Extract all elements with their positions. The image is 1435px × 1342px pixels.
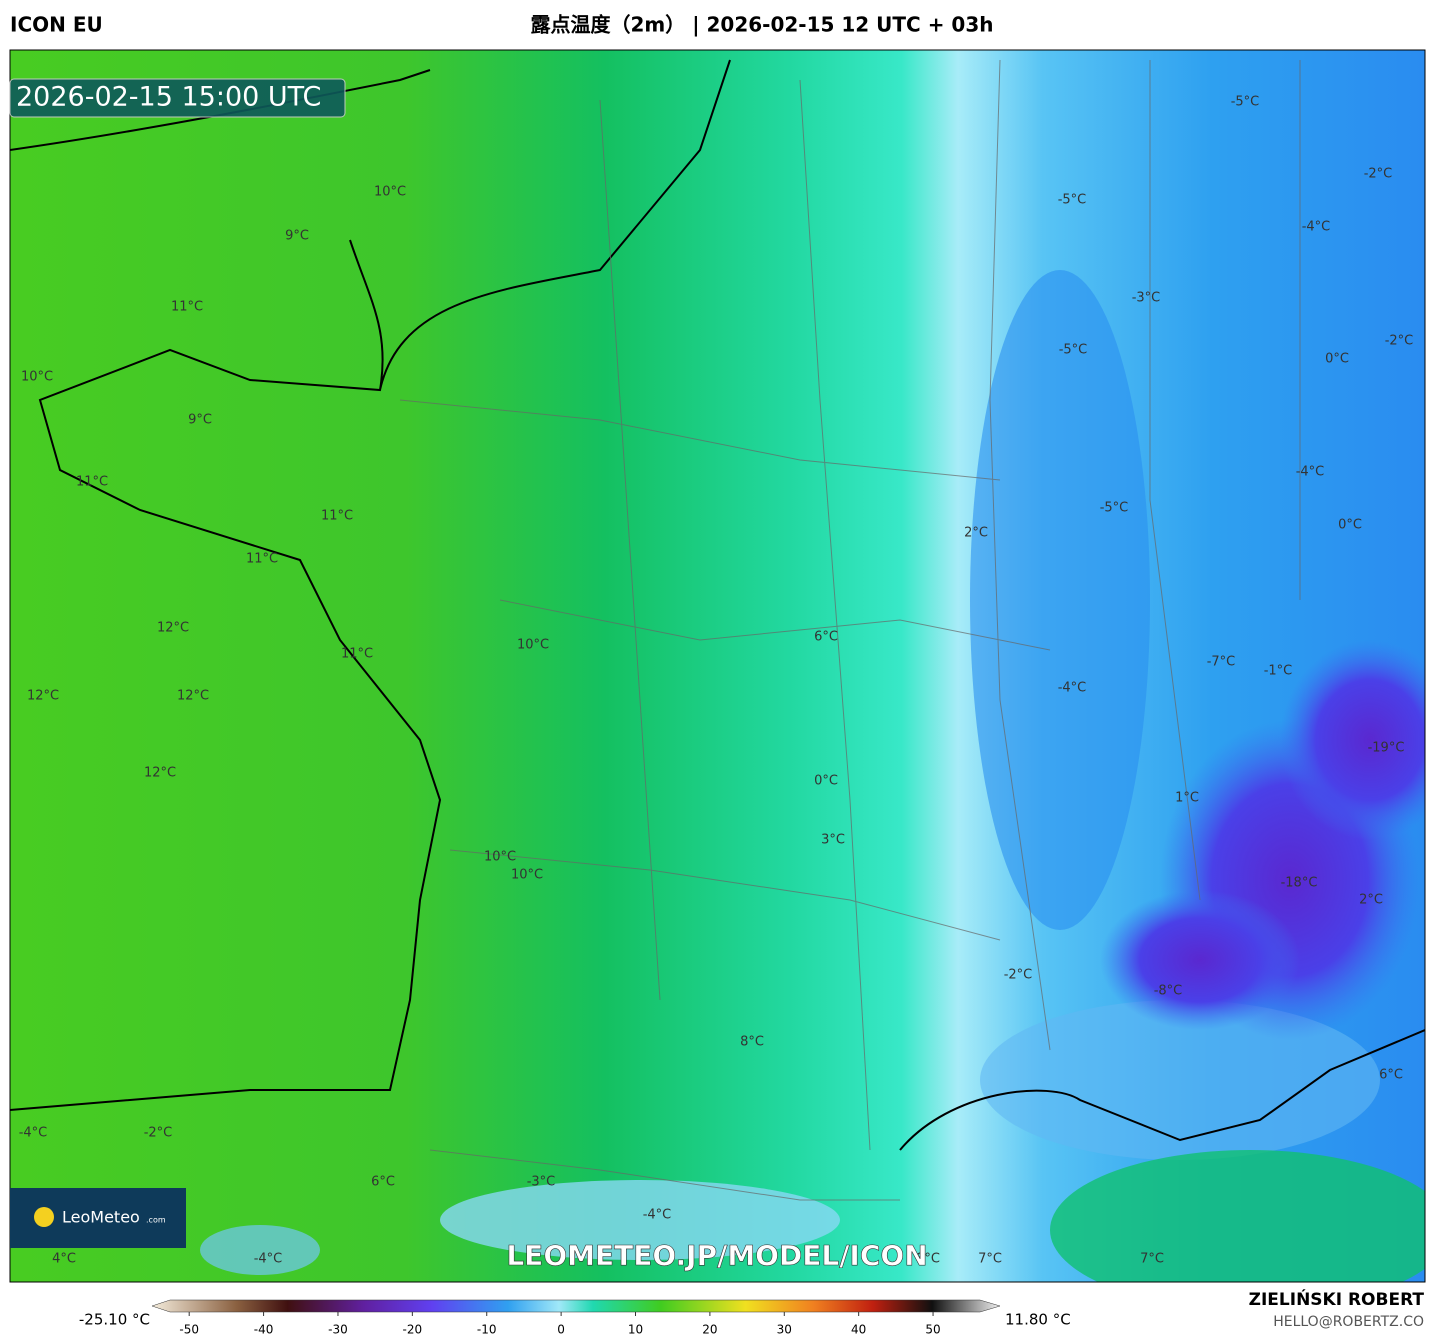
contour-label: -2°C [1364, 167, 1393, 182]
colorbar-tick-label: -40 [254, 1323, 274, 1337]
contour-label: 6°C [1379, 1068, 1403, 1083]
contour-label: -2°C [1004, 968, 1033, 983]
colorbar-tick-label: 40 [851, 1323, 866, 1337]
contour-label: 11°C [171, 300, 203, 315]
colorbar-tick-label: 30 [777, 1323, 792, 1337]
contour-label: -3°C [1132, 291, 1161, 306]
colorbar [151, 1299, 1001, 1313]
contour-label: 8°C [740, 1035, 764, 1050]
contour-label: 10°C [517, 638, 549, 653]
colorbar-min: -25.10 °C [79, 1311, 150, 1329]
contact: HELLO@ROBERTZ.CO [1273, 1314, 1424, 1330]
contour-label: 12°C [157, 621, 189, 636]
map: 10°C 9°C 11°C 10°C 9°C 11°C 11°C 11°C 12°C 10°C 11… [10, 50, 1425, 1282]
contour-label: -4°C [1302, 220, 1331, 235]
cold-area [970, 270, 1150, 930]
contour-label: -5°C [1059, 343, 1088, 358]
contour-label: -7°C [1207, 655, 1236, 670]
colorbar-tick-label: -30 [328, 1323, 348, 1337]
colorbar-tick-label: -50 [179, 1323, 199, 1337]
contour-label: -8°C [1154, 984, 1183, 999]
colorbar-max: 11.80 °C [1005, 1311, 1071, 1329]
cold-area [980, 1000, 1380, 1160]
colorbar-tick-label: 10 [628, 1323, 643, 1337]
contour-label: 6°C [371, 1175, 395, 1190]
contour-label: 10°C [21, 370, 53, 385]
colorbar-tick-label: 0 [557, 1323, 565, 1337]
contour-label: -5°C [1058, 193, 1087, 208]
boundaries [399, 59, 1301, 1201]
logo-name: LeoMeteo [62, 1208, 140, 1227]
contour-label: 3°C [821, 833, 845, 848]
author: ZIELIŃSKI ROBERT [1249, 1288, 1425, 1310]
contour-label: 11°C [321, 509, 353, 524]
contour-label: 10°C [484, 850, 516, 865]
cold-area [200, 1225, 320, 1275]
contour-label: 10°C [374, 185, 406, 200]
map-title: 露点温度（2m） | 2026-02-15 12 UTC + 03h [531, 13, 994, 37]
contour-label: 11°C [246, 552, 278, 567]
contour-label: -5°C [1100, 501, 1129, 516]
contour-label: -4°C [19, 1126, 48, 1141]
contour-label: -3°C [527, 1175, 556, 1190]
timestamp: 2026-02-15 15:00 UTC [16, 82, 321, 113]
contour-label: 11°C [341, 647, 373, 662]
colorbar-tick-label: 50 [925, 1323, 940, 1337]
contour-label: 12°C [177, 689, 209, 704]
cold-core [1280, 640, 1425, 840]
contour-label: 6°C [814, 630, 838, 645]
contour-label: 9°C [188, 413, 212, 428]
contour-label: 2°C [1359, 893, 1383, 908]
contour-label: -5°C [1231, 95, 1260, 110]
contour-label: 11°C [76, 475, 108, 490]
contour-label: 10°C [511, 868, 543, 883]
contour-label: -4°C [643, 1208, 672, 1223]
contour-label: 1°C [1175, 791, 1199, 806]
contour-label: 0°C [1325, 352, 1349, 367]
colorbar-tick-label: -20 [403, 1323, 423, 1337]
watermark: LEOMETEO.JP/MODEL/ICON [506, 1239, 927, 1272]
contour-label: 7°C [978, 1252, 1002, 1267]
map-frame [9, 49, 1426, 1283]
contour-label: 0°C [1338, 518, 1362, 533]
contour-label: -19°C [1368, 741, 1405, 756]
logo-suffix: .com [146, 1216, 166, 1225]
contour-label: -4°C [1296, 465, 1325, 480]
contour-label: -1°C [1264, 664, 1293, 679]
cold-core [1100, 890, 1300, 1030]
colorbar-tick-label: -10 [477, 1323, 497, 1337]
contour-label: 4°C [52, 1252, 76, 1267]
model-name: ICON EU [10, 13, 103, 37]
warm-sea [1050, 1150, 1425, 1282]
contour-label: -4°C [1058, 681, 1087, 696]
contour-label: 12°C [144, 766, 176, 781]
contour-label: -4°C [254, 1252, 283, 1267]
contour-label: 7°C [1140, 1252, 1164, 1267]
logo-sun [34, 1207, 54, 1227]
contour-label: 9°C [285, 229, 309, 244]
colorbar-tick-label: 20 [702, 1323, 717, 1337]
contour-label: 2°C [964, 526, 988, 541]
contour-label: 8°C [916, 1252, 940, 1267]
contour-label: 0°C [814, 774, 838, 789]
contour-label: -18°C [1281, 876, 1318, 891]
cold-area [440, 1180, 840, 1260]
contour-label: -2°C [1385, 334, 1414, 349]
contour-label: -2°C [144, 1126, 173, 1141]
timestamp-box [9, 78, 346, 118]
contour-label: 12°C [27, 689, 59, 704]
